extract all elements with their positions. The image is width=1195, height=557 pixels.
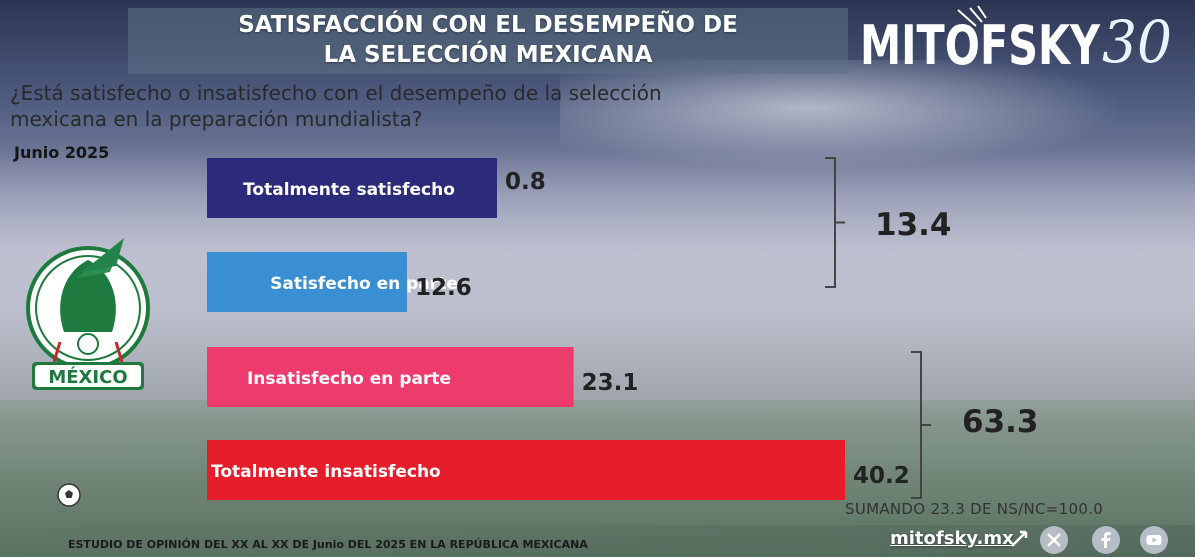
title-line-1: SATISFACCIÓN CON EL DESEMPEÑO DE xyxy=(238,12,738,38)
group-bracket-1 xyxy=(825,157,845,288)
soccer-ball-icon xyxy=(57,483,81,507)
survey-date: Junio 2025 xyxy=(14,143,110,162)
website-link[interactable]: mitofsky.mx xyxy=(890,528,1014,549)
value-label-totalmente-insatisfecho: 40.2 xyxy=(853,463,910,489)
youtube-icon[interactable] xyxy=(1140,526,1168,554)
group-total-label-1: 13.4 xyxy=(875,207,952,243)
study-note: ESTUDIO DE OPINIÓN DEL XX AL XX DE Junio… xyxy=(68,538,588,551)
page-title: SATISFACCIÓN CON EL DESEMPEÑO DE LA SELE… xyxy=(128,10,848,70)
mexico-team-crest: MÉXICO xyxy=(26,238,150,390)
survey-question: ¿Está satisfecho o insatisfecho con el d… xyxy=(10,80,770,132)
cursor-icon xyxy=(1011,530,1028,547)
bar-label-insatisfecho-en-parte: Insatisfecho en parte xyxy=(247,369,451,389)
x-icon[interactable] xyxy=(1040,526,1068,554)
crest-label: MÉXICO xyxy=(48,366,127,388)
bar-totalmente-insatisfecho xyxy=(207,440,845,500)
bar-label-totalmente-satisfecho: Totalmente satisfecho xyxy=(243,180,455,200)
group-bracket-2 xyxy=(911,351,931,499)
bar-panel-totalmente-satisfecho xyxy=(207,158,497,218)
bar-satisfecho-en-parte xyxy=(207,252,407,312)
title-banner xyxy=(128,8,848,74)
mitofsky-logo-number: 30 xyxy=(1102,8,1172,74)
value-label-satisfecho-en-parte: 12.6 xyxy=(415,275,472,301)
sum-note: SUMANDO 23.3 DE NS/NC=100.0 xyxy=(845,500,1104,518)
title-line-2: LA SELECCIÓN MEXICANA xyxy=(323,42,653,68)
group-total-label-2: 63.3 xyxy=(962,404,1039,440)
footer-band xyxy=(0,525,1195,557)
value-label-totalmente-satisfecho: 0.8 xyxy=(505,169,546,195)
background-haze xyxy=(0,150,1195,410)
bar-totalmente-satisfecho xyxy=(207,158,220,218)
bar-insatisfecho-en-parte xyxy=(207,347,574,407)
question-line-2: mexicana en la preparación mundialista? xyxy=(10,107,423,131)
bar-label-totalmente-insatisfecho: Totalmente insatisfecho xyxy=(211,462,441,482)
mitofsky-logo: MITOFSKY 30 xyxy=(860,5,1172,74)
value-label-insatisfecho-en-parte: 23.1 xyxy=(582,370,639,396)
question-line-1: ¿Está satisfecho o insatisfecho con el d… xyxy=(10,81,662,105)
facebook-icon[interactable] xyxy=(1092,526,1120,554)
mitofsky-logo-text: MITOFSKY xyxy=(860,14,1101,74)
bar-label-satisfecho-en-parte: Satisfecho en parte xyxy=(270,274,458,294)
